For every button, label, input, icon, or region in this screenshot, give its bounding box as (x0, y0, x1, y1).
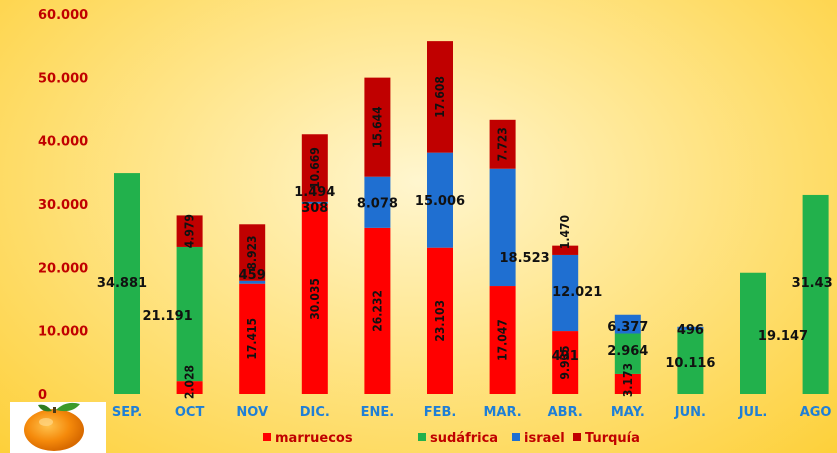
data-label: 17.415 (245, 318, 259, 360)
bar-segment-israel (489, 168, 516, 287)
data-label: 8.923 (245, 235, 259, 269)
data-label: 2.964 (607, 344, 648, 359)
bar-segment-sudáfrica (176, 246, 203, 382)
data-label: 10.116 (665, 356, 715, 371)
data-label: 17.047 (496, 319, 510, 361)
bar-segment-israel (677, 326, 704, 330)
data-label: 496 (677, 323, 704, 338)
bar-segment-marruecos (552, 331, 579, 394)
data-label: 10.669 (308, 147, 322, 189)
x-tick-label: SEP. (112, 405, 142, 420)
bar-segment-turquía (364, 77, 391, 177)
x-tick-label: FEB. (424, 405, 457, 420)
bar-segment-turquía (552, 245, 579, 255)
bar-segment-marruecos (489, 286, 516, 394)
data-label: 30.035 (308, 278, 322, 320)
legend-label: marruecos (275, 431, 353, 446)
bar-segment-israel (239, 280, 266, 284)
data-label: 1.470 (558, 215, 572, 249)
bar-segment-marruecos (176, 381, 203, 394)
y-tick-label: 60.000 (38, 8, 88, 23)
legend-label: Turquía (585, 431, 640, 446)
bar-segment-israel (301, 201, 328, 204)
data-label: 18.523 (500, 251, 550, 266)
legend-label: sudáfrica (430, 431, 498, 446)
data-label: 15.006 (415, 194, 465, 209)
orange-fruit-icon (10, 402, 106, 453)
x-tick-label: JUN. (674, 405, 706, 420)
data-label: 6.377 (607, 320, 648, 335)
bar-segment-marruecos (301, 203, 328, 394)
bar-segment-turquía (427, 41, 453, 153)
data-label: 23.103 (433, 300, 447, 342)
bar-segment-sudáfrica (614, 333, 641, 374)
bar-segment-marruecos (427, 247, 453, 394)
x-tick-label: NOV (236, 405, 268, 420)
bar-segment-sudáfrica (740, 272, 766, 394)
data-label: 17.608 (433, 76, 447, 118)
bar-segment-turquía (489, 119, 516, 169)
bar-segment-israel (427, 152, 453, 248)
data-label: 31.43 (792, 276, 833, 291)
data-label: 8.078 (357, 196, 398, 211)
legend-swatch (263, 433, 271, 441)
legend-label: israel (524, 431, 565, 446)
bar-segment-sudáfrica (114, 173, 140, 394)
data-label: 4.979 (183, 214, 197, 248)
data-label: 12.021 (552, 285, 602, 300)
data-label: 1.494 (294, 185, 335, 200)
x-tick-label: AGO (800, 405, 832, 420)
bar-segment-israel (552, 254, 579, 332)
bar-segment-marruecos (364, 227, 391, 394)
x-tick-label: ENE. (361, 405, 395, 420)
data-label: 9.935 (558, 345, 572, 379)
y-tick-label: 50.000 (38, 71, 88, 86)
data-label: 308 (301, 201, 328, 216)
bar-segment-israel (614, 314, 641, 334)
bar-segment-turquía (239, 224, 266, 281)
bar-segment-marruecos (239, 283, 266, 394)
bar-segment-marruecos (614, 373, 641, 394)
x-tick-label: JUL. (738, 405, 768, 420)
data-label: 19.147 (758, 329, 808, 344)
data-label: 15.644 (370, 106, 384, 148)
bar-segment-sudáfrica (802, 194, 829, 394)
data-label: 459 (239, 268, 266, 283)
data-label: 7.723 (496, 127, 510, 161)
bar-segment-turquía (301, 134, 328, 202)
bar-segment-sudáfrica (677, 329, 704, 394)
data-label: 21.191 (143, 309, 193, 324)
legend-swatch (573, 433, 581, 441)
x-tick-label: OCT (175, 405, 205, 420)
x-tick-label: ABR. (548, 405, 583, 420)
x-tick-label: MAY. (611, 405, 645, 420)
y-tick-label: 20.000 (38, 261, 88, 276)
data-label: 491 (552, 349, 579, 364)
legend-swatch (512, 433, 520, 441)
y-tick-label: 40.000 (38, 135, 88, 150)
y-tick-label: 0 (38, 388, 47, 403)
y-tick-label: 30.000 (38, 198, 88, 213)
bar-segment-turquía (176, 215, 203, 247)
data-label: 2.028 (183, 365, 197, 399)
x-tick-label: DIC. (300, 405, 330, 420)
y-tick-label: 10.000 (38, 325, 88, 340)
x-tick-label: MAR. (484, 405, 522, 420)
data-label: 26.232 (370, 290, 384, 332)
bar-segment-israel (364, 176, 391, 228)
data-label: 3.173 (621, 363, 635, 397)
legend-swatch (418, 433, 426, 441)
data-label: 34.881 (97, 276, 147, 291)
